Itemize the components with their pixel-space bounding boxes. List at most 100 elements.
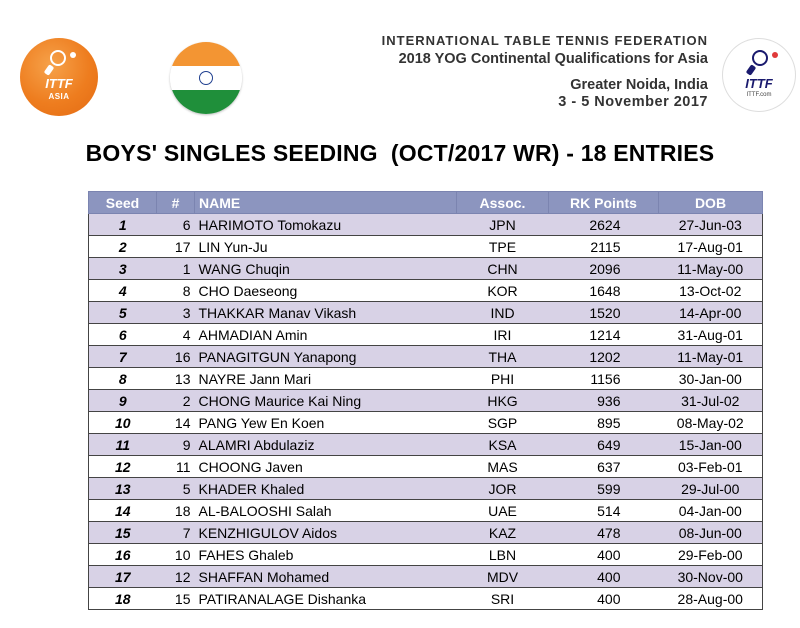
cell-rk-points: 2115	[548, 235, 659, 258]
cell-seed: 4	[88, 279, 157, 302]
table-header-row: Seed # NAME Assoc. RK Points DOB	[88, 191, 763, 214]
table-row: 10 14 PANG Yew En Koen SGP 895 08-May-02	[88, 411, 763, 434]
ittf-logo-text: ITTF	[745, 76, 773, 91]
cell-rk-points: 400	[548, 587, 659, 610]
cell-dob: 08-May-02	[658, 411, 763, 434]
cell-seed: 10	[88, 411, 157, 434]
cell-dob: 15-Jan-00	[658, 433, 763, 456]
page-title: BOYS' SINGLES SEEDING (OCT/2017 WR) - 18…	[85, 140, 715, 166]
event-name: 2018 YOG Continental Qualifications for …	[398, 51, 708, 68]
col-header-rk-points: RK Points	[548, 191, 659, 214]
cell-dob: 17-Aug-01	[658, 235, 763, 258]
cell-seed: 11	[88, 433, 157, 456]
table-row: 16 10 FAHES Ghaleb LBN 400 29-Feb-00	[88, 543, 763, 566]
cell-number: 17	[156, 235, 195, 258]
cell-player-name: LIN Yun-Ju	[194, 235, 457, 258]
cell-rk-points: 400	[548, 543, 659, 566]
cell-number: 16	[156, 345, 195, 368]
cell-association: MAS	[456, 455, 549, 478]
cell-seed: 3	[88, 257, 157, 280]
cell-number: 15	[156, 587, 195, 610]
event-venue: Greater Noida, India	[570, 77, 708, 94]
table-row: 9 2 CHONG Maurice Kai Ning HKG 936 31-Jul-02	[88, 389, 763, 412]
cell-rk-points: 599	[548, 477, 659, 500]
cell-dob: 31-Jul-02	[658, 389, 763, 412]
table-row: 6 4 AHMADIAN Amin IRI 1214 31-Aug-01	[88, 323, 763, 346]
paddle-icon	[752, 50, 768, 66]
col-header-seed: Seed	[88, 191, 157, 214]
cell-player-name: NAYRE Jann Mari	[194, 367, 457, 390]
cell-rk-points: 2624	[548, 213, 659, 236]
table-row: 5 3 THAKKAR Manav Vikash IND 1520 14-Apr-00	[88, 301, 763, 324]
cell-number: 9	[156, 433, 195, 456]
cell-dob: 13-Oct-02	[658, 279, 763, 302]
cell-seed: 18	[88, 587, 157, 610]
ball-icon	[772, 52, 778, 58]
cell-number: 8	[156, 279, 195, 302]
ball-icon	[70, 52, 76, 58]
cell-dob: 29-Jul-00	[658, 477, 763, 500]
cell-number: 12	[156, 565, 195, 588]
cell-rk-points: 1214	[548, 323, 659, 346]
cell-association: PHI	[456, 367, 549, 390]
cell-association: LBN	[456, 543, 549, 566]
col-header-num: #	[156, 191, 195, 214]
col-header-assoc: Assoc.	[456, 191, 549, 214]
cell-number: 14	[156, 411, 195, 434]
ittf-logo-icon: ITTF ITTF.com	[722, 38, 796, 112]
cell-number: 3	[156, 301, 195, 324]
cell-association: IRI	[456, 323, 549, 346]
seeding-table: Seed # NAME Assoc. RK Points DOB 1 6 HARIM…	[88, 191, 763, 610]
table-row: 3 1 WANG Chuqin CHN 2096 11-May-00	[88, 257, 763, 280]
cell-rk-points: 1520	[548, 301, 659, 324]
asia-logo-ittf-text: ITTF	[45, 76, 73, 91]
cell-association: SGP	[456, 411, 549, 434]
cell-player-name: PATIRANALAGE Dishanka	[194, 587, 457, 610]
cell-rk-points: 1648	[548, 279, 659, 302]
cell-dob: 03-Feb-01	[658, 455, 763, 478]
cell-player-name: HARIMOTO Tomokazu	[194, 213, 457, 236]
cell-association: KSA	[456, 433, 549, 456]
cell-player-name: FAHES Ghaleb	[194, 543, 457, 566]
cell-rk-points: 1156	[548, 367, 659, 390]
cell-association: JOR	[456, 477, 549, 500]
cell-dob: 31-Aug-01	[658, 323, 763, 346]
cell-seed: 17	[88, 565, 157, 588]
cell-number: 18	[156, 499, 195, 522]
cell-association: KOR	[456, 279, 549, 302]
cell-association: CHN	[456, 257, 549, 280]
cell-number: 1	[156, 257, 195, 280]
cell-number: 4	[156, 323, 195, 346]
cell-rk-points: 2096	[548, 257, 659, 280]
cell-association: JPN	[456, 213, 549, 236]
federation-name: INTERNATIONAL TABLE TENNIS FEDERATION	[381, 33, 708, 48]
table-row: 12 11 CHOONG Javen MAS 637 03-Feb-01	[88, 455, 763, 478]
cell-seed: 6	[88, 323, 157, 346]
cell-dob: 08-Jun-00	[658, 521, 763, 544]
cell-player-name: KENZHIGULOV Aidos	[194, 521, 457, 544]
cell-dob: 27-Jun-03	[658, 213, 763, 236]
cell-association: MDV	[456, 565, 549, 588]
cell-seed: 5	[88, 301, 157, 324]
cell-dob: 30-Jan-00	[658, 367, 763, 390]
cell-association: UAE	[456, 499, 549, 522]
cell-seed: 7	[88, 345, 157, 368]
cell-dob: 30-Nov-00	[658, 565, 763, 588]
table-row: 4 8 CHO Daeseong KOR 1648 13-Oct-02	[88, 279, 763, 302]
ittf-asia-logo-icon: ITTF ASIA	[20, 38, 98, 116]
cell-player-name: THAKKAR Manav Vikash	[194, 301, 457, 324]
table-row: 18 15 PATIRANALAGE Dishanka SRI 400 28-Aug-00	[88, 587, 763, 610]
table-row: 7 16 PANAGITGUN Yanapong THA 1202 11-May-01	[88, 345, 763, 368]
cell-rk-points: 400	[548, 565, 659, 588]
india-flag-icon	[170, 42, 242, 114]
cell-dob: 11-May-01	[658, 345, 763, 368]
table-row: 13 5 KHADER Khaled JOR 599 29-Jul-00	[88, 477, 763, 500]
table-row: 8 13 NAYRE Jann Mari PHI 1156 30-Jan-00	[88, 367, 763, 390]
table-row: 15 7 KENZHIGULOV Aidos KAZ 478 08-Jun-00	[88, 521, 763, 544]
table-row: 2 17 LIN Yun-Ju TPE 2115 17-Aug-01	[88, 235, 763, 258]
cell-rk-points: 514	[548, 499, 659, 522]
cell-player-name: AHMADIAN Amin	[194, 323, 457, 346]
paddle-handle	[43, 64, 55, 76]
cell-rk-points: 895	[548, 411, 659, 434]
cell-seed: 9	[88, 389, 157, 412]
